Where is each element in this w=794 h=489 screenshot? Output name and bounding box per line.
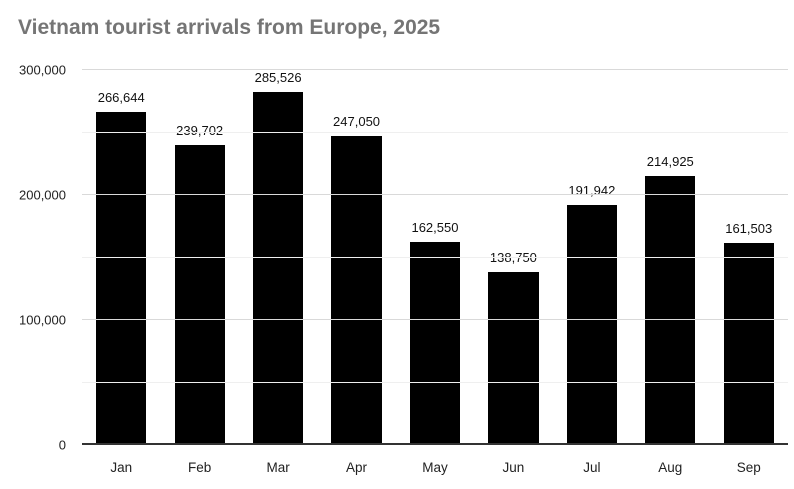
- bar: [723, 243, 774, 445]
- gridline: [82, 319, 788, 320]
- bar-group: 247,050: [317, 70, 395, 445]
- x-tick-label: Jun: [502, 460, 525, 475]
- bar: [488, 271, 539, 445]
- bar-value-label: 214,925: [646, 154, 694, 170]
- bar-group: 214,925: [631, 70, 709, 445]
- bar: [566, 205, 617, 445]
- y-tick-label: 0: [58, 437, 66, 453]
- bar-group: 162,550: [396, 70, 474, 445]
- bar-group: 239,702: [160, 70, 238, 445]
- gridline: [82, 256, 788, 258]
- bar-group: 191,942: [553, 70, 631, 445]
- bar: [174, 145, 225, 445]
- y-tick-label: 100,000: [19, 312, 66, 328]
- bar: [409, 241, 461, 445]
- bar: [331, 136, 382, 445]
- x-tick-label: Mar: [266, 460, 290, 475]
- gridline: [82, 194, 788, 195]
- bar-group: 285,526: [239, 70, 317, 445]
- bar: [645, 176, 696, 445]
- bar: [96, 111, 147, 445]
- bar-value-label: 161,503: [725, 221, 773, 237]
- x-tick-label: Feb: [188, 460, 212, 475]
- bar-value-label: 191,942: [568, 183, 616, 199]
- bar: [253, 92, 304, 445]
- x-tick-label: Jan: [110, 460, 133, 475]
- y-tick-label: 300,000: [19, 62, 66, 78]
- bar-value-label: 162,550: [411, 219, 459, 235]
- x-tick-label: Sep: [736, 460, 761, 475]
- x-tick-label: Aug: [658, 460, 683, 475]
- plot-area: 266,644 239,702 285,526 247,050 162,550 138,7…: [82, 69, 788, 445]
- bar-value-label: 266,644: [97, 89, 145, 105]
- chart-title: Vietnam tourist arrivals from Europe, 20…: [18, 16, 441, 39]
- x-tick-label: Jul: [583, 460, 601, 475]
- bar-value-label: 247,050: [333, 114, 381, 130]
- x-axis: Jan Feb Mar Apr May Jun Jul Aug Sep: [82, 451, 788, 481]
- bar-group: 138,750: [474, 70, 552, 445]
- x-tick-label: May: [422, 460, 448, 475]
- bar-group: 161,503: [710, 70, 788, 445]
- gridline: [82, 381, 788, 383]
- bar-value-label: 239,702: [176, 123, 224, 139]
- gridline: [82, 131, 788, 133]
- bar-series: 266,644 239,702 285,526 247,050 162,550 138,7…: [82, 70, 788, 445]
- bar-group: 266,644: [82, 70, 160, 445]
- y-tick-label: 200,000: [19, 187, 66, 203]
- x-axis-line: [82, 443, 788, 445]
- gridline: [82, 69, 788, 70]
- y-axis: 0 100,000 200,000 300,000: [0, 63, 74, 453]
- bar-value-label: 285,526: [254, 70, 302, 85]
- x-tick-label: Apr: [346, 460, 368, 475]
